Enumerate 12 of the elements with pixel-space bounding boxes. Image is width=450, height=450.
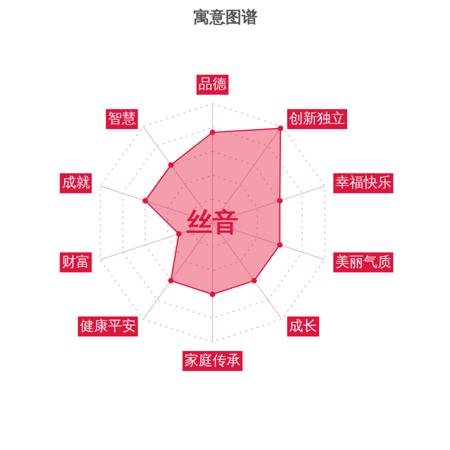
spoke-label: 品德 xyxy=(198,76,227,93)
text: 丝音 xyxy=(186,208,239,238)
spoke-label: 健康平安 xyxy=(80,318,136,334)
spoke-label: 成长 xyxy=(289,318,318,334)
spoke-label: 创新独立 xyxy=(289,111,346,128)
spoke-label: 幸福快乐 xyxy=(335,175,392,192)
spoke-label: 智慧 xyxy=(108,111,136,128)
chart-title: 寓意图谱 xyxy=(194,8,258,26)
spoke-label: 财富 xyxy=(62,254,90,270)
spoke-label: 美丽气质 xyxy=(335,254,392,270)
spoke-label: 家庭传承 xyxy=(184,352,241,369)
spoke-label: 成就 xyxy=(62,175,90,192)
